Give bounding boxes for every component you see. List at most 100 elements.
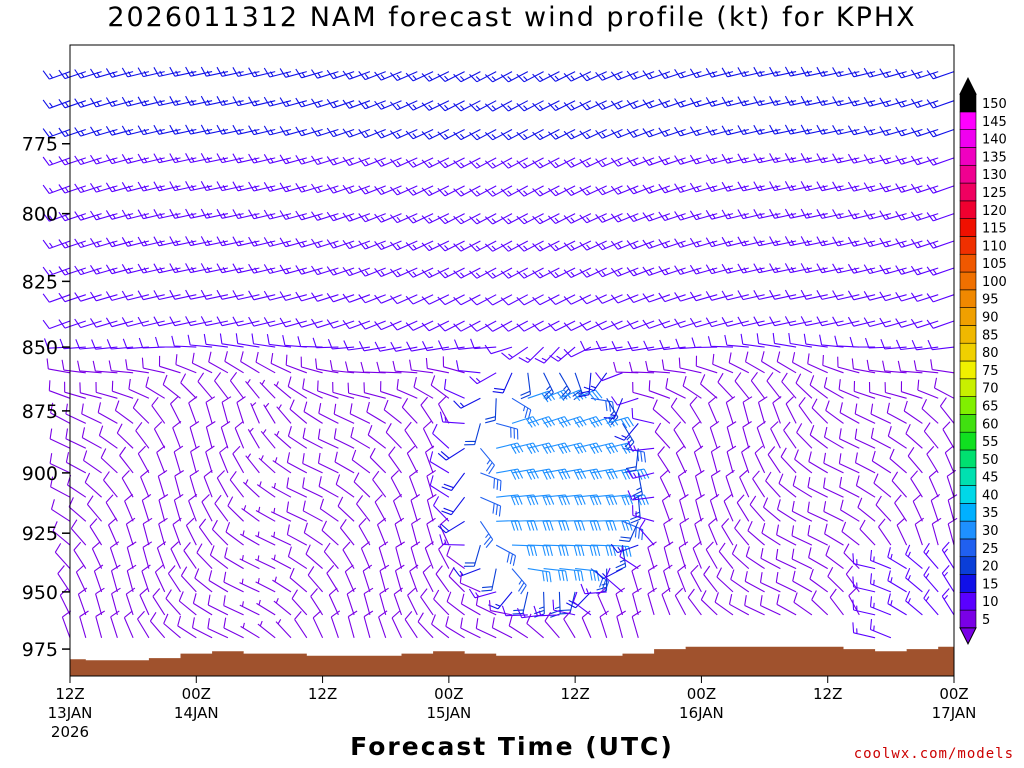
wind-barb [171, 335, 197, 348]
wind-barb [579, 100, 607, 111]
wind-barb [328, 587, 339, 616]
wind-barb [823, 501, 844, 522]
wind-barb [841, 521, 860, 546]
wind-barb [110, 564, 121, 593]
wind-barb [90, 265, 118, 275]
wind-barb [575, 544, 601, 557]
wind-barb [863, 291, 892, 301]
wind-barb [65, 428, 87, 449]
wind-barb [721, 236, 749, 247]
wind-barb [549, 346, 576, 362]
wind-barb [754, 445, 766, 474]
wind-barb [547, 213, 576, 224]
wind-barb [880, 338, 907, 350]
wind-barb [333, 428, 355, 449]
wind-barb [437, 157, 465, 169]
colorbar-label: 80 [982, 346, 999, 361]
wind-barb [708, 517, 718, 546]
wind-barb [374, 494, 387, 522]
wind-barb [90, 210, 118, 221]
wind-barb [185, 289, 213, 300]
wind-barb [793, 592, 813, 616]
wind-barb [579, 240, 607, 251]
wind-barb [913, 360, 939, 374]
wind-barb [910, 155, 939, 166]
wind-barb [516, 294, 544, 306]
wind-barb [838, 379, 860, 399]
wind-barb [61, 359, 86, 374]
wind-barb [792, 570, 813, 593]
wind-barb [770, 421, 781, 449]
wind-barb [674, 155, 702, 165]
wind-barb [431, 614, 450, 639]
wind-barb [64, 381, 86, 399]
wind-barb [374, 213, 402, 223]
wind-barb [658, 318, 686, 329]
wind-barb [441, 496, 466, 516]
wind-barb [437, 520, 465, 534]
wind-barb [374, 267, 402, 278]
wind-barb [389, 128, 418, 140]
wind-barb [295, 155, 323, 165]
wind-barb [626, 99, 655, 110]
wind-barb [699, 374, 718, 399]
wind-barb [279, 264, 307, 275]
wind-barb [42, 128, 71, 138]
wind-barb [77, 587, 88, 616]
credit-link[interactable]: coolwx.com/models [853, 746, 1014, 762]
wind-barb [172, 517, 182, 546]
wind-barb [50, 499, 71, 522]
wind-barb [141, 564, 151, 593]
wind-barb [642, 266, 671, 276]
wind-barb [721, 290, 749, 301]
wind-barb [511, 397, 532, 421]
wind-barb [132, 398, 150, 424]
wind-barb [421, 320, 450, 332]
wind-barb [737, 316, 765, 327]
wind-barb [574, 442, 603, 454]
wind-barb [745, 546, 765, 570]
wind-barb [287, 376, 308, 399]
wind-barb [610, 157, 639, 167]
wind-barb [404, 421, 418, 449]
wind-barb [453, 567, 481, 577]
wind-barb [362, 564, 373, 593]
wind-barb [286, 452, 308, 474]
wind-barb [326, 127, 355, 138]
wind-barb [627, 340, 655, 352]
wind-barb [700, 590, 718, 616]
wind-barb [500, 267, 529, 279]
wind-barb [724, 334, 749, 348]
wind-barb [154, 564, 166, 593]
wind-barb [595, 100, 623, 111]
wind-barb [347, 382, 371, 399]
wind-barb [863, 317, 892, 328]
wind-barb [349, 403, 371, 424]
wind-barb [329, 360, 355, 374]
wind-barb [68, 497, 87, 522]
wind-barb [153, 316, 181, 327]
wind-barb [721, 125, 749, 136]
wind-barb [326, 319, 355, 329]
wind-barb [678, 541, 689, 569]
wind-barb [426, 494, 437, 522]
wind-barb [389, 240, 418, 251]
wind-barb [453, 157, 481, 169]
wind-barb [590, 494, 618, 506]
colorbar-label: 95 [982, 293, 999, 308]
wind-barb [516, 240, 544, 252]
wind-barb [744, 571, 765, 593]
wind-barb [532, 129, 560, 141]
wind-barb [543, 519, 570, 531]
wind-barb [926, 239, 955, 249]
wind-barb [543, 468, 571, 480]
wind-barb [839, 499, 860, 522]
wind-barb [422, 564, 434, 593]
wind-barb [658, 155, 686, 166]
wind-barb [610, 100, 639, 110]
wind-barb [705, 210, 734, 220]
wind-barb [188, 493, 198, 522]
wind-barb [266, 334, 292, 348]
wind-barb [871, 450, 892, 474]
wind-barb [658, 238, 686, 249]
